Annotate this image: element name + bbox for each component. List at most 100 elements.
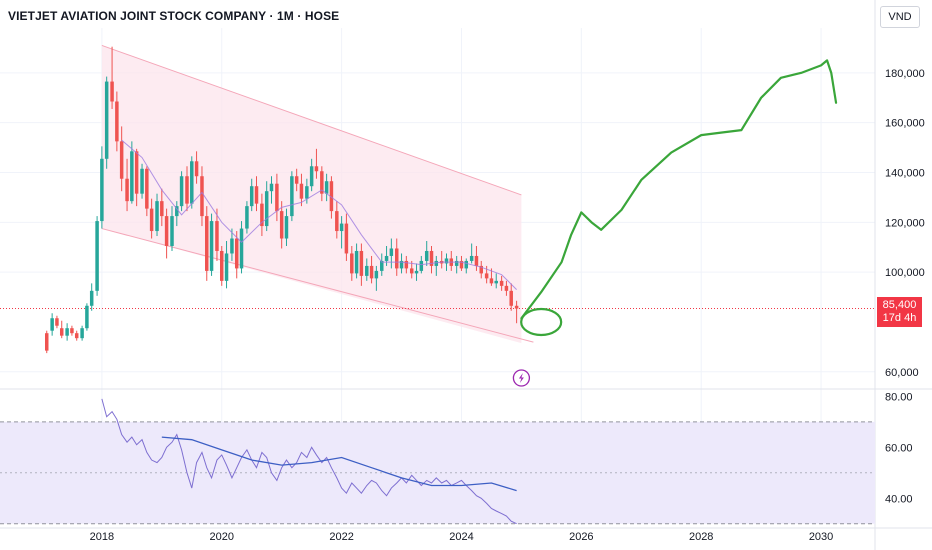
price-axis-tick-label: 180,000 (885, 68, 925, 80)
candle-body (305, 186, 309, 199)
price-axis-tick-label: 140,000 (885, 167, 925, 179)
rsi-axis-tick-label: 80.00 (885, 391, 913, 403)
candle-body (275, 183, 279, 212)
candle-body (339, 223, 344, 232)
rsi-axis-tick-label: 60.00 (885, 442, 913, 454)
candle-body (264, 191, 269, 227)
time-axis-tick-label: 2028 (689, 531, 713, 543)
candle-body (294, 176, 299, 184)
rsi-moving-average-line (161, 436, 517, 492)
candle-body (230, 238, 234, 254)
candle-body (149, 208, 154, 232)
candle-body (164, 216, 169, 246)
candle-body (494, 280, 498, 284)
candle-body (239, 228, 244, 269)
time-axis-tick-label: 2018 (90, 531, 114, 543)
candle-body (175, 206, 179, 217)
candle-body (384, 255, 389, 261)
candle-body (194, 161, 199, 177)
candle-body (394, 248, 399, 269)
candle-body (179, 176, 184, 207)
candle-body (454, 260, 459, 266)
candle-body (329, 181, 334, 212)
candle-body (354, 250, 359, 274)
candle-body (245, 206, 249, 229)
candle-body (444, 258, 449, 264)
candle-body (459, 260, 464, 269)
candle-body (299, 183, 304, 199)
candle-body (380, 260, 384, 271)
price-axis-tick-label: 120,000 (885, 217, 925, 229)
candle-body (499, 280, 504, 286)
candle-body (59, 328, 64, 336)
candle-body (479, 265, 483, 274)
candle-body (350, 253, 354, 274)
moving-average-line (121, 139, 517, 290)
time-axis-tick-label: 2030 (809, 531, 833, 543)
candle-body (70, 328, 74, 334)
candle-body (320, 171, 324, 194)
candle-body (489, 278, 494, 284)
candle-body (290, 176, 294, 217)
rsi-line (101, 398, 517, 525)
candle-body (190, 161, 194, 204)
candle-body (284, 216, 289, 239)
candle-body (314, 166, 319, 172)
chart-title: VIETJET AVIATION JOINT STOCK COMPANY · 1… (8, 9, 340, 23)
candle-body (44, 333, 49, 351)
candle-body (104, 81, 109, 159)
candle-body (224, 253, 229, 281)
candle-body (409, 268, 414, 274)
candle-body (434, 260, 439, 266)
candle-body (414, 270, 419, 274)
candle-body (419, 260, 424, 271)
candle-body (424, 250, 429, 261)
candle-body (155, 201, 159, 232)
candle-body (125, 178, 129, 202)
currency-button[interactable]: VND (880, 6, 920, 28)
candle-body (115, 101, 119, 142)
candle-body (170, 216, 174, 246)
candle-body (134, 151, 139, 194)
candle-body (399, 260, 404, 269)
candle-body (509, 290, 513, 306)
candle-body (514, 305, 519, 309)
candle-body (365, 265, 369, 276)
candle-body (369, 265, 374, 279)
annotation-forecast-path[interactable] (520, 59, 838, 320)
candle-body (205, 216, 209, 271)
candle-body (464, 260, 469, 269)
candle-body (209, 221, 214, 271)
bar-countdown-label: 17d 4h (882, 312, 917, 324)
candle-body (335, 211, 339, 232)
channel-upper-line[interactable] (101, 44, 522, 196)
candle-body (110, 81, 114, 102)
candle-body (160, 201, 164, 217)
channel-lower-line[interactable] (101, 228, 534, 343)
candle-body (359, 250, 364, 276)
rsi-axis-tick-label: 40.00 (885, 493, 913, 505)
candle-body (219, 250, 224, 281)
last-price-tag: 85,400 17d 4h (877, 297, 922, 327)
last-price-label: 85,400 (882, 299, 917, 311)
candle-body (249, 186, 254, 207)
candle-body (119, 141, 124, 179)
candle-body (74, 333, 79, 339)
candle-body (95, 221, 99, 291)
candle-body (85, 305, 89, 329)
candle-body (404, 260, 409, 269)
annotation-circle[interactable] (520, 307, 563, 337)
candle-body (185, 176, 189, 204)
candle-body (89, 290, 94, 306)
candle-body (234, 238, 239, 269)
lightning-glyph (518, 373, 524, 383)
time-axis-tick-label: 2026 (569, 531, 593, 543)
candle-body (309, 166, 314, 187)
price-axis-tick-label: 100,000 (885, 267, 925, 279)
candle-body (469, 255, 474, 261)
candle-body (80, 328, 84, 339)
candle-body (254, 186, 259, 204)
candle-body (484, 273, 489, 279)
candle-body (324, 181, 329, 194)
